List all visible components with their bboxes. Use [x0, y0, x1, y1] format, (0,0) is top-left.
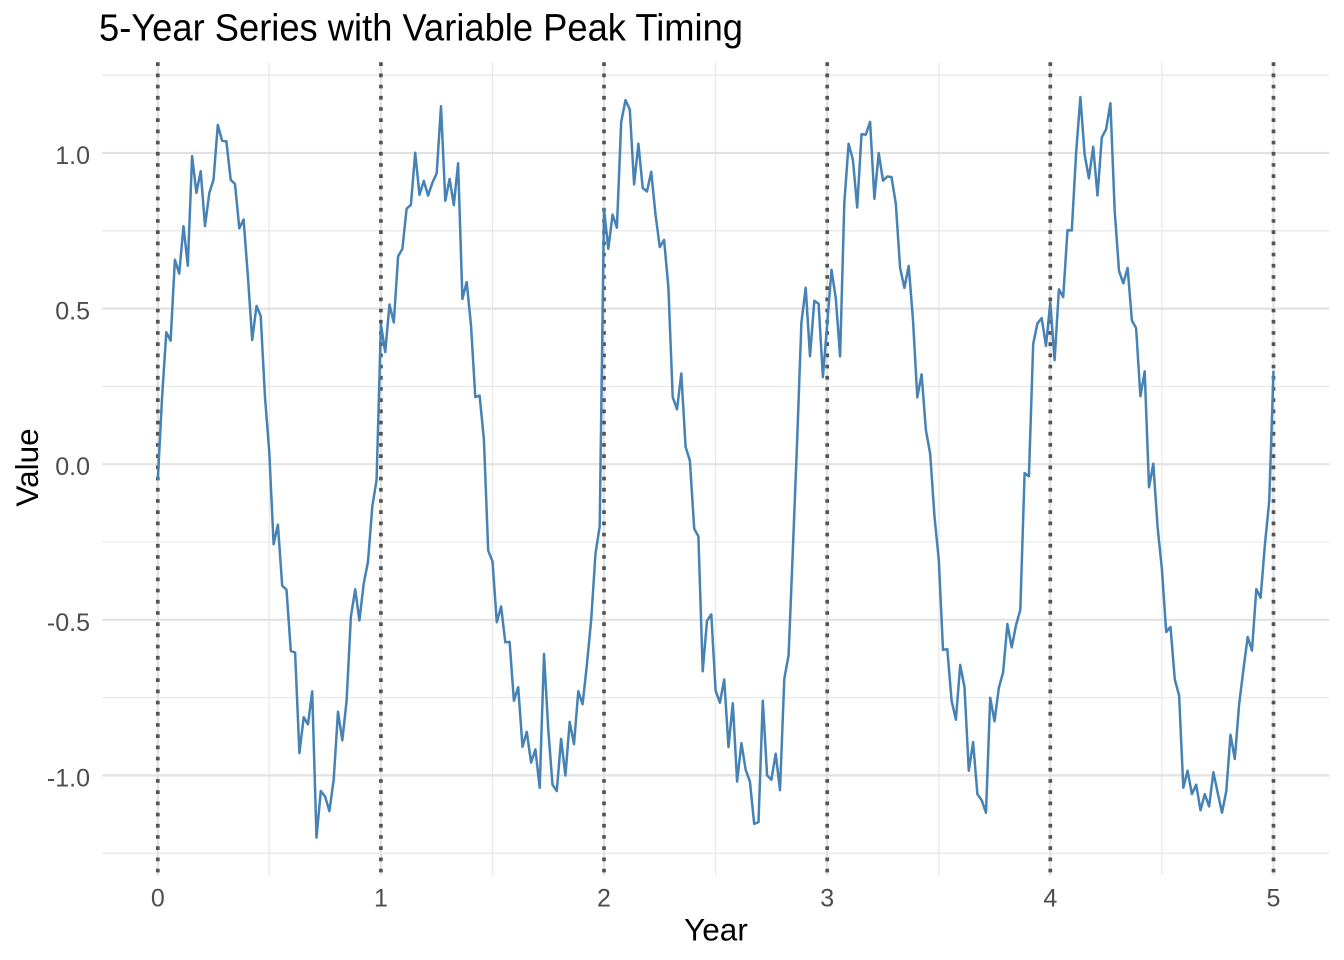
svg-text:5-Year Series with Variable Pe: 5-Year Series with Variable Peak Timing: [99, 8, 743, 50]
svg-text:4: 4: [1043, 885, 1057, 913]
svg-text:5: 5: [1267, 885, 1281, 913]
svg-text:-1.0: -1.0: [47, 764, 90, 792]
svg-text:1: 1: [374, 885, 388, 913]
svg-text:3: 3: [820, 885, 834, 913]
svg-text:2: 2: [597, 885, 611, 913]
svg-text:Year: Year: [684, 912, 748, 948]
svg-text:-0.5: -0.5: [47, 609, 90, 637]
svg-text:0.0: 0.0: [55, 453, 90, 481]
svg-text:1.0: 1.0: [55, 142, 90, 170]
svg-text:Value: Value: [9, 428, 45, 506]
svg-text:0.5: 0.5: [55, 298, 90, 326]
svg-text:0: 0: [151, 885, 165, 913]
